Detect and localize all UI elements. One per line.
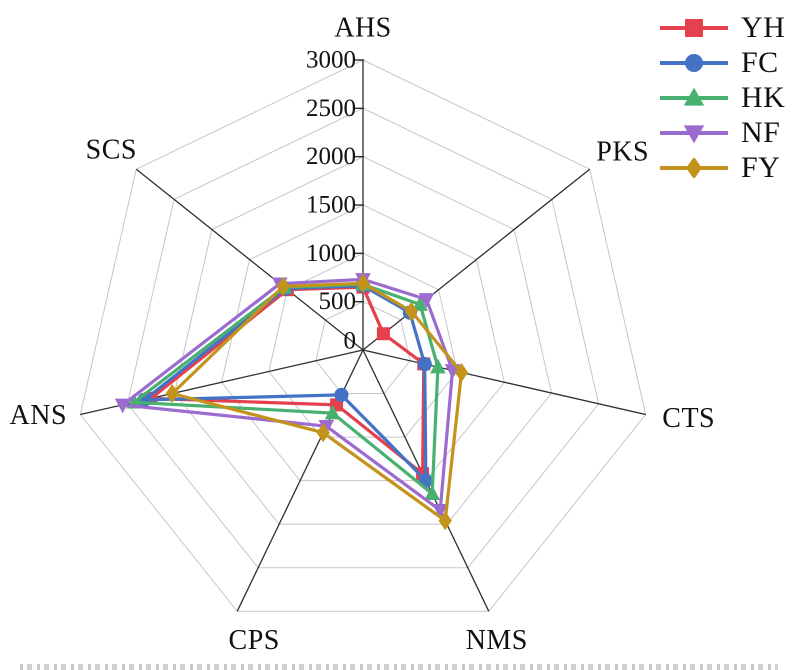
legend-item-fc: FC	[660, 45, 785, 80]
legend-line-FY	[660, 156, 728, 179]
marker-NF-ANS	[114, 398, 131, 414]
category-label-SCS: SCS	[86, 135, 137, 166]
legend-item-nf: NF	[660, 115, 785, 150]
series-polygon-YH	[149, 285, 426, 476]
legend-diamond-marker-icon	[660, 156, 728, 179]
grid-ring-500	[315, 301, 411, 394]
category-label-NMS: NMS	[466, 625, 528, 656]
radial-tick-label-500: 500	[319, 288, 357, 315]
legend-item-hk: HK	[660, 80, 785, 115]
category-label-CPS: CPS	[229, 625, 280, 656]
marker-FY-PKS	[404, 301, 418, 321]
category-label-PKS: PKS	[596, 137, 649, 168]
legend-marker-square-icon	[685, 18, 703, 37]
legend-label: YH	[741, 10, 786, 44]
legend-marker-triangle-up-icon	[683, 87, 705, 106]
legend-marker-triangle-down-icon	[683, 124, 705, 143]
grid-ring-1500	[221, 204, 505, 482]
radial-tick-label-2500: 2500	[306, 95, 356, 122]
radial-tick-label-3000: 3000	[306, 47, 356, 74]
series-polygon-NF	[121, 277, 455, 512]
marker-FY-SCS	[276, 276, 290, 296]
marker-FY-ANS	[165, 384, 179, 404]
legend-label: HK	[741, 80, 786, 114]
legend-line-FC	[660, 53, 728, 72]
grid-ring-3000	[79, 59, 647, 612]
marker-HK-NMS	[424, 485, 440, 500]
radial-tick-label-1500: 1500	[306, 192, 356, 219]
series-polygon-HK	[132, 282, 440, 496]
marker-HK-PKS	[412, 295, 428, 311]
marker-FC-CPS	[334, 387, 349, 402]
radial-tick-label-1000: 1000	[306, 240, 356, 267]
axis-spoke-PKS	[362, 168, 591, 351]
series-polygon-FY	[170, 281, 464, 523]
radial-tick-label-0: 0	[344, 328, 357, 355]
marker-FC-CTS	[417, 356, 432, 372]
marker-FY-CTS	[454, 362, 469, 382]
marker-FY-AHS	[356, 273, 370, 293]
legend-line-NF	[660, 124, 728, 143]
grid-ring-2500	[126, 107, 600, 569]
category-label-ANS: ANS	[10, 400, 68, 431]
axis-spoke-SCS	[135, 168, 364, 351]
marker-NF-NMS	[432, 503, 448, 519]
legend-square-marker-icon	[660, 18, 728, 38]
marker-NF-PKS	[418, 293, 435, 308]
marker-YH-PKS	[376, 327, 390, 341]
marker-FY-NMS	[438, 511, 452, 531]
cropped-caption-fragment	[20, 664, 778, 670]
legend-line-YH	[660, 18, 728, 37]
legend-marker-circle-icon	[685, 53, 703, 72]
radial-tick-label-2000: 2000	[306, 143, 356, 170]
legend-label: NF	[741, 115, 781, 149]
category-label-AHS: AHS	[334, 13, 392, 44]
marker-HK-CPS	[324, 404, 341, 420]
legend: YH FC HK NF FY	[660, 10, 785, 185]
legend-item-fy: FY	[660, 150, 785, 185]
legend-item-yh: YH	[660, 10, 785, 45]
marker-FY-CPS	[316, 423, 330, 443]
legend-triangle-down-marker-icon	[660, 123, 728, 143]
axis-spoke-CTS	[362, 349, 646, 416]
legend-line-HK	[660, 87, 728, 106]
legend-circle-marker-icon	[660, 53, 728, 73]
legend-label: FY	[741, 150, 781, 184]
legend-label: FC	[741, 45, 779, 79]
category-label-CTS: CTS	[662, 403, 715, 434]
grid-ring-2000	[173, 156, 553, 525]
legend-triangle-up-marker-icon	[660, 87, 728, 108]
legend-marker-diamond-icon	[686, 156, 702, 179]
marker-HK-CTS	[430, 358, 446, 374]
series-polygon-FC	[142, 284, 428, 483]
